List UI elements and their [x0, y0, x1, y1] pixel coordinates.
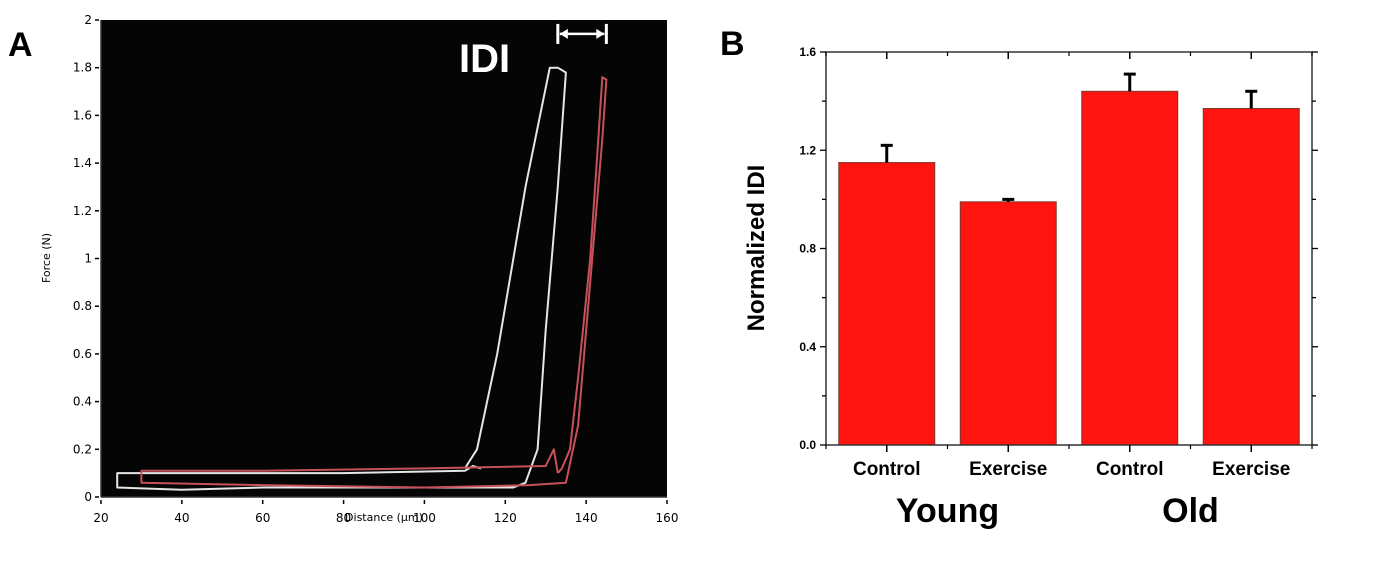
panel-label-a: A — [8, 26, 33, 64]
y-tick-label-b: 1.2 — [799, 143, 816, 157]
plot-a-traces — [116, 66, 608, 491]
x-tick-label-a: 40 — [174, 511, 189, 525]
x-tick-label-a: 140 — [575, 511, 598, 525]
y-tick-label-a: 1.6 — [73, 108, 92, 122]
panel-label-b: B — [720, 25, 745, 63]
x-tick-label-a: 60 — [255, 511, 270, 525]
group-label: Young — [896, 492, 999, 530]
idi-arrowhead-right — [596, 28, 605, 39]
plot-a-axes: 0 0.2 0.4 0.6 0.8 1 1.2 1.4 1.6 1.8 2 20 40 60 80 100 12… — [73, 13, 679, 525]
y-tick-label-a: 0.4 — [73, 395, 92, 409]
y-tick-label-b: 1.6 — [799, 45, 816, 59]
plot-a-background — [101, 20, 667, 497]
plot-b-bars: Control Exercise Control Exercise Young Old — [838, 72, 1300, 530]
x-tick-label-a: 80 — [336, 511, 351, 525]
y-tick-label-b: 0.8 — [799, 242, 816, 256]
y-tick-label-a: 1.8 — [73, 61, 92, 75]
y-tick-label-a: 0.2 — [73, 442, 92, 456]
x-tick-label-a: 120 — [494, 511, 517, 525]
y-tick-label-a: 1.2 — [73, 204, 92, 218]
panel-b-chart: Control Exercise Control Exercise Young Old 0… — [743, 45, 1318, 530]
bar — [838, 162, 936, 446]
bar — [959, 201, 1057, 446]
y-tick-label-a: 1.4 — [73, 156, 92, 170]
idi-annotation: IDI — [459, 23, 608, 81]
group-label: Old — [1162, 492, 1219, 530]
y-tick-label-a: 0.8 — [73, 299, 92, 313]
bar — [1081, 90, 1179, 446]
x-tick-label-a: 20 — [93, 511, 108, 525]
idi-label: IDI — [459, 37, 510, 81]
idi-arrowhead-left — [559, 28, 568, 39]
x-tick-label-a: 100 — [413, 511, 436, 525]
x-tick-label-a: 160 — [656, 511, 679, 525]
y-tick-label-b: 0.4 — [799, 340, 816, 354]
y-tick-label-a: 1 — [84, 252, 92, 266]
y-tick-label-a: 0 — [84, 490, 92, 504]
bar — [1202, 107, 1300, 446]
panel-a-chart: 0 0.2 0.4 0.6 0.8 1 1.2 1.4 1.6 1.8 2 20 40 60 80 100 12… — [40, 13, 678, 525]
x-axis-label-a: Distance (µm) — [345, 511, 423, 524]
y-tick-label-a: 0.6 — [73, 347, 92, 361]
y-axis-label-b: Normalized IDI — [743, 165, 770, 332]
x-tick-label-b: Control — [1096, 459, 1164, 480]
y-tick-label-a: 2 — [84, 13, 92, 27]
x-tick-label-b: Exercise — [969, 459, 1047, 480]
series-line-trace-white — [116, 66, 567, 491]
x-tick-label-b: Exercise — [1212, 459, 1290, 480]
y-tick-label-b: 0.0 — [799, 438, 816, 452]
x-tick-label-b: Control — [853, 459, 921, 480]
series-line-trace-red — [140, 76, 608, 489]
y-axis-label-a: Force (N) — [40, 233, 53, 283]
plot-b-axes: 0.0 0.4 0.8 1.2 1.6 — [799, 45, 1318, 452]
